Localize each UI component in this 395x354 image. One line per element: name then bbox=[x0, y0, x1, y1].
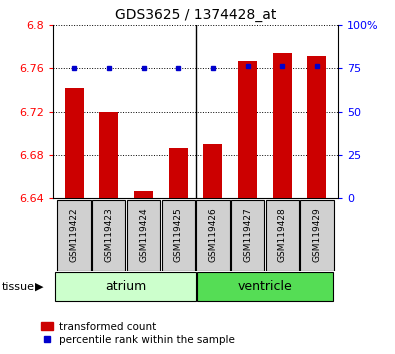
FancyBboxPatch shape bbox=[127, 200, 160, 271]
Text: GSM119423: GSM119423 bbox=[104, 207, 113, 262]
Text: GSM119428: GSM119428 bbox=[278, 207, 287, 262]
Bar bbox=[238, 61, 257, 198]
Text: ventricle: ventricle bbox=[237, 280, 292, 293]
Bar bbox=[273, 53, 292, 198]
FancyBboxPatch shape bbox=[265, 200, 299, 271]
FancyBboxPatch shape bbox=[196, 200, 229, 271]
Bar bbox=[203, 144, 222, 198]
Text: tissue: tissue bbox=[2, 282, 35, 292]
Text: GSM119422: GSM119422 bbox=[70, 207, 79, 262]
Text: GSM119427: GSM119427 bbox=[243, 207, 252, 262]
Bar bbox=[65, 88, 84, 198]
FancyBboxPatch shape bbox=[58, 200, 91, 271]
Text: GSM119426: GSM119426 bbox=[209, 207, 217, 262]
Title: GDS3625 / 1374428_at: GDS3625 / 1374428_at bbox=[115, 8, 276, 22]
Legend: transformed count, percentile rank within the sample: transformed count, percentile rank withi… bbox=[37, 317, 239, 349]
Text: GSM119424: GSM119424 bbox=[139, 207, 148, 262]
FancyBboxPatch shape bbox=[92, 200, 126, 271]
Text: atrium: atrium bbox=[105, 280, 147, 293]
Bar bbox=[134, 191, 153, 198]
FancyBboxPatch shape bbox=[55, 273, 196, 301]
Bar bbox=[307, 56, 326, 198]
FancyBboxPatch shape bbox=[231, 200, 264, 271]
Bar bbox=[169, 148, 188, 198]
FancyBboxPatch shape bbox=[197, 273, 333, 301]
FancyBboxPatch shape bbox=[162, 200, 195, 271]
Text: ▶: ▶ bbox=[35, 282, 43, 292]
Bar bbox=[99, 112, 118, 198]
Text: GSM119425: GSM119425 bbox=[174, 207, 182, 262]
Text: GSM119429: GSM119429 bbox=[312, 207, 322, 262]
FancyBboxPatch shape bbox=[300, 200, 333, 271]
